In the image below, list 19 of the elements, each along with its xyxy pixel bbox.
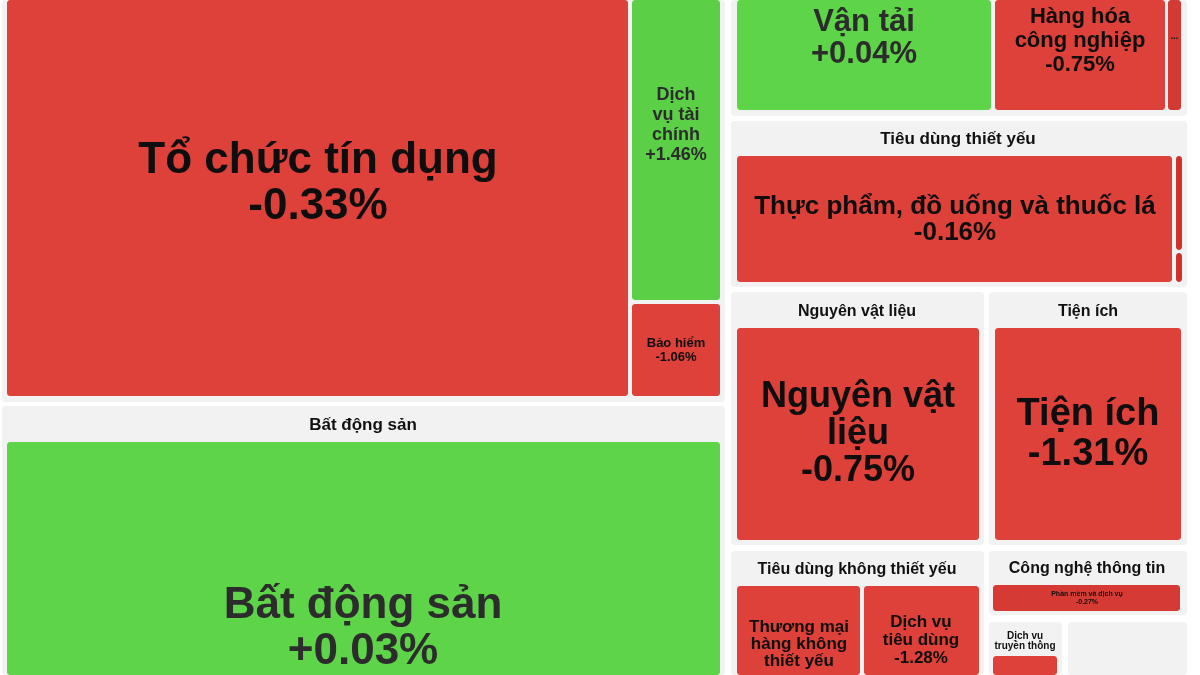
category-label: Nguyên vật liệu bbox=[760, 373, 956, 452]
category-label: Dịch vụ tiêu dùng bbox=[882, 612, 960, 649]
text: Nguyên vật liệu bbox=[797, 302, 917, 319]
category-label: Hàng hóa công nghiệp bbox=[1014, 3, 1146, 52]
text: Công nghệ thông tin bbox=[1008, 559, 1166, 576]
text: Tiêu dùng thiết yếu bbox=[880, 129, 1036, 148]
category-label: Tiện ích bbox=[1016, 391, 1160, 434]
data-label: +1.46% bbox=[645, 143, 707, 164]
text: Tiện ích bbox=[1057, 302, 1119, 319]
category-label: Bảo hiểm bbox=[646, 335, 706, 351]
data-label: -1.06% bbox=[655, 348, 698, 364]
category-label: Vận tải bbox=[813, 3, 915, 39]
text: Tiêu dùng không thiết yếu bbox=[757, 560, 957, 577]
category-label: Dịch vụ tài chính bbox=[652, 84, 700, 144]
text: Dịch vụ truyền thông bbox=[994, 630, 1056, 651]
category-label: ... bbox=[1170, 31, 1179, 41]
data-label: -1.28% bbox=[894, 647, 948, 667]
text: Bất động sản bbox=[309, 415, 417, 434]
category-label: Thương mại hàng không thiết yếu bbox=[749, 617, 849, 670]
